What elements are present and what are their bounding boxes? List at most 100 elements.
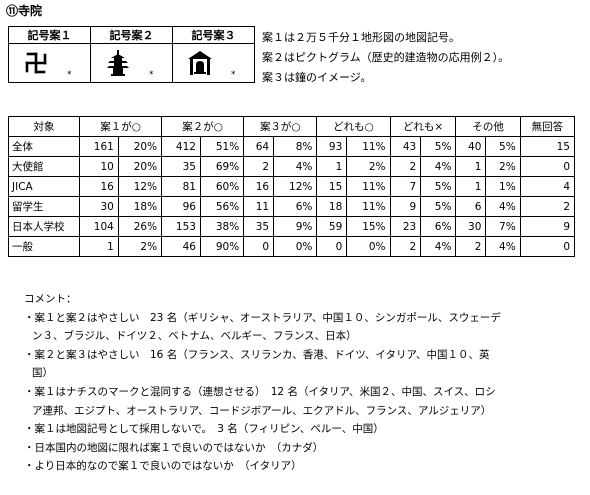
comment-line: ・日本国内の地図に限れば案１で良いのではないか （カナダ） bbox=[24, 441, 324, 454]
comments-title: コメント： bbox=[24, 293, 77, 305]
table-cell: 2 bbox=[389, 156, 422, 177]
table-cell: 56% bbox=[199, 196, 245, 217]
symbol-descriptions: 案１は２万５千分１地形図の地図記号。 案２はピクトグラム（歴史的建造物の応用例２… bbox=[262, 28, 509, 88]
table-cell: 4% bbox=[485, 236, 521, 257]
table-cell: 26% bbox=[117, 216, 163, 237]
description-line: 案３は鐘のイメージ。 bbox=[262, 71, 372, 84]
table-cell: 6% bbox=[273, 196, 318, 217]
symbol-proposals-table: 記号案１ 記号案２ 記号案３ * bbox=[8, 26, 255, 83]
table-cell: 2% bbox=[117, 236, 163, 257]
table-cell: 11% bbox=[346, 176, 391, 197]
table-cell: 104 bbox=[79, 216, 119, 237]
table-cell: 5% bbox=[420, 176, 457, 197]
symbol-3-label: 記号案３ bbox=[172, 26, 255, 44]
comment-line: ・案１は地図記号として採用しないで。 3 名（フィリピン、ペルー、中国） bbox=[24, 423, 384, 436]
table-cell: 93 bbox=[316, 136, 348, 157]
comment-line: ・案１と案２はやさしい 23 名（ギリシャ、オーストラリア、中国１０、シンガポー… bbox=[24, 311, 501, 324]
table-cell: 1 bbox=[79, 236, 119, 257]
table-cell: 4% bbox=[420, 156, 457, 177]
table-cell: 20% bbox=[117, 156, 163, 177]
row-label: JICA bbox=[8, 176, 80, 197]
table-cell: 46 bbox=[161, 236, 201, 257]
table-cell: 59 bbox=[316, 216, 348, 237]
table-cell: 2% bbox=[485, 156, 521, 177]
table-cell: 4% bbox=[485, 196, 521, 217]
table-cell: 5% bbox=[420, 136, 457, 157]
table-cell: 23 bbox=[389, 216, 422, 237]
comment-line: ア連邦、エジプト、オーストラリア、コードジボアール、エクアドル、フランス、アルジ… bbox=[32, 404, 492, 417]
table-cell: 16 bbox=[243, 176, 275, 197]
table-cell: 11% bbox=[346, 136, 391, 157]
table-cell: 30 bbox=[79, 196, 119, 217]
column-header: その他 bbox=[455, 116, 521, 137]
survey-results-table: 対象 案１が○ 案２が○ 案３が○ どれも○ どれも× その他 無回答 全体 16… bbox=[8, 116, 576, 257]
row-label: 日本人学校 bbox=[8, 216, 80, 237]
table-row: 一般 1 2% 46 90% 0 0% 0 0% 2 4% 2 4% 0 bbox=[8, 236, 576, 257]
table-cell: 2 bbox=[455, 236, 487, 257]
table-cell: 12% bbox=[273, 176, 318, 197]
table-cell: 1 bbox=[455, 156, 487, 177]
symbol-3-cell: * bbox=[172, 43, 255, 83]
table-cell: 2 bbox=[243, 156, 275, 177]
section-title: ⑪寺院 bbox=[6, 4, 43, 18]
table-cell: 5% bbox=[420, 196, 457, 217]
column-header: 無回答 bbox=[519, 116, 576, 137]
table-cell: 11% bbox=[346, 196, 391, 217]
pagoda-icon bbox=[107, 50, 129, 76]
table-row: JICA 16 12% 81 60% 16 12% 15 11% 7 5% 1 1% 4 bbox=[8, 176, 576, 197]
column-header: 案１が○ bbox=[78, 116, 163, 137]
table-cell: 81 bbox=[161, 176, 201, 197]
table-cell: 6 bbox=[455, 196, 487, 217]
row-label: 全体 bbox=[8, 136, 80, 157]
table-cell: 64 bbox=[243, 136, 275, 157]
table-cell: 2 bbox=[389, 236, 422, 257]
comment-line: ・より日本的なので案１で良いのではないか （イタリア） bbox=[24, 460, 302, 473]
table-cell: 40 bbox=[455, 136, 487, 157]
symbol-3-dot: * bbox=[231, 70, 236, 80]
table-cell: 11 bbox=[243, 196, 275, 217]
row-label: 留学生 bbox=[8, 196, 80, 217]
table-row: 全体 161 20% 412 51% 64 8% 93 11% 43 5% 40 5% 15 bbox=[8, 136, 576, 157]
table-cell: 0% bbox=[346, 236, 391, 257]
table-cell: 10 bbox=[79, 156, 119, 177]
table-row: 日本人学校 104 26% 153 38% 35 9% 59 15% 23 6% 30 7% 9 bbox=[8, 216, 576, 237]
table-cell: 0 bbox=[519, 236, 576, 257]
symbol-1-label: 記号案１ bbox=[8, 26, 91, 44]
table-cell: 4% bbox=[420, 236, 457, 257]
symbol-1-cell: * bbox=[8, 43, 91, 83]
table-cell: 16 bbox=[79, 176, 119, 197]
column-header: どれも× bbox=[389, 116, 457, 137]
table-cell: 9 bbox=[519, 216, 576, 237]
table-cell: 12% bbox=[117, 176, 163, 197]
table-cell: 1 bbox=[455, 176, 487, 197]
comment-line: ・案２と案３はやさしい 16 名（フランス、スリランカ、香港、ドイツ、イタリア、… bbox=[24, 348, 490, 361]
column-header: 案３が○ bbox=[243, 116, 318, 137]
description-line: 案２はピクトグラム（歴史的建造物の応用例２）。 bbox=[262, 51, 510, 64]
table-cell: 4 bbox=[519, 176, 576, 197]
table-cell: 2% bbox=[346, 156, 391, 177]
row-label: 大使館 bbox=[8, 156, 80, 177]
table-cell: 5% bbox=[485, 136, 521, 157]
table-cell: 6% bbox=[420, 216, 457, 237]
comment-line: ・案１はナチスのマークと混同する（連想させる） 12 名（イタリア、米国２、中国… bbox=[24, 385, 496, 398]
table-cell: 0 bbox=[519, 156, 576, 177]
table-cell: 2 bbox=[519, 196, 576, 217]
table-cell: 20% bbox=[117, 136, 163, 157]
table-cell: 9 bbox=[389, 196, 422, 217]
table-cell: 7 bbox=[389, 176, 422, 197]
table-row: 留学生 30 18% 96 56% 11 6% 18 11% 9 5% 6 4% 2 bbox=[8, 196, 576, 217]
table-cell: 51% bbox=[199, 136, 245, 157]
table-cell: 18 bbox=[316, 196, 348, 217]
table-cell: 69% bbox=[199, 156, 245, 177]
table-cell: 35 bbox=[243, 216, 275, 237]
table-cell: 153 bbox=[161, 216, 201, 237]
table-cell: 9% bbox=[273, 216, 318, 237]
table-cell: 30 bbox=[455, 216, 487, 237]
row-label: 一般 bbox=[8, 236, 80, 257]
table-row: 大使館 10 20% 35 69% 2 4% 1 2% 2 4% 1 2% 0 bbox=[8, 156, 576, 177]
table-cell: 8% bbox=[273, 136, 318, 157]
table-cell: 7% bbox=[485, 216, 521, 237]
bell-icon bbox=[188, 51, 212, 75]
table-cell: 15 bbox=[316, 176, 348, 197]
table-cell: 1% bbox=[485, 176, 521, 197]
